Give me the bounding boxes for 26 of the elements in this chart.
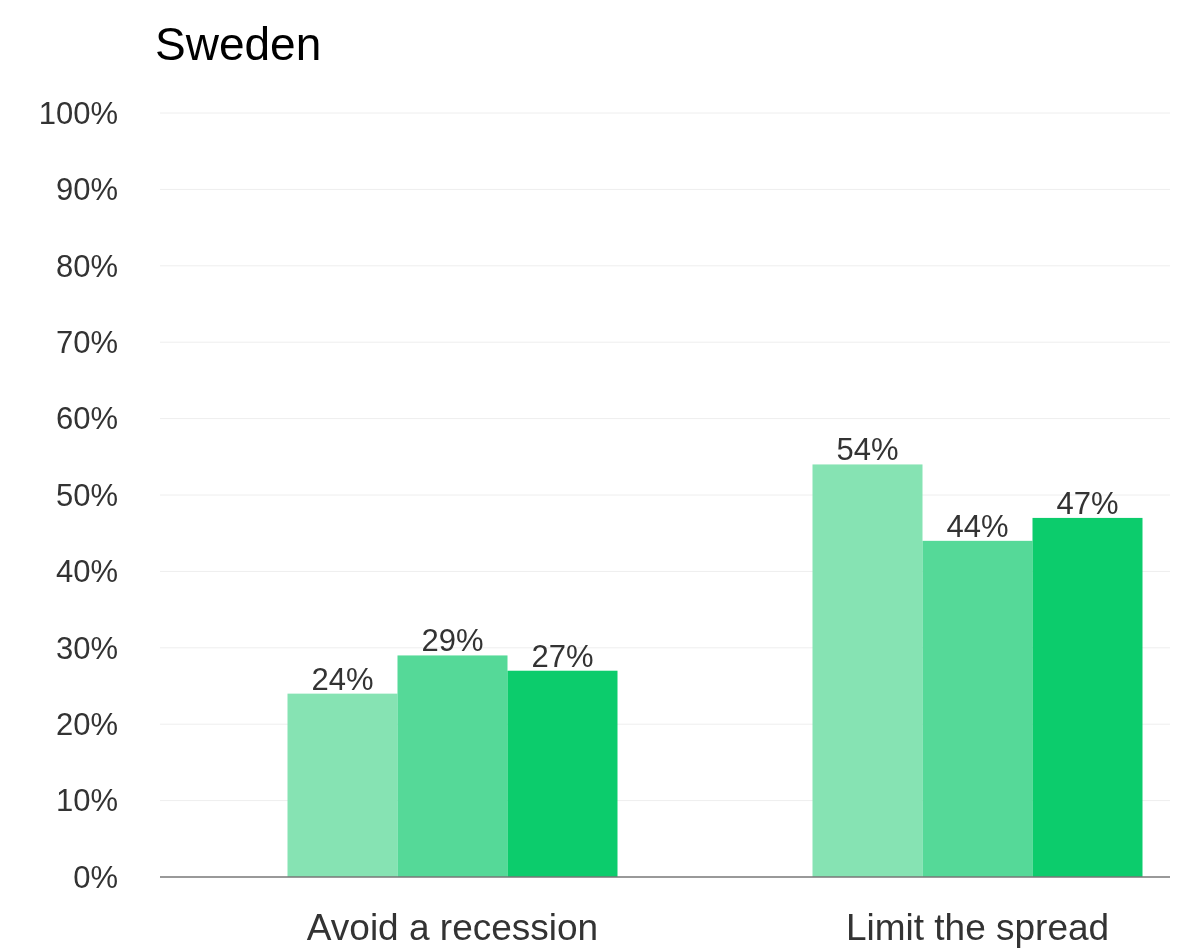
y-tick-label: 20% (55, 707, 118, 743)
x-tick-label: Limit the spread (845, 907, 1110, 948)
text: 29% (421, 623, 484, 659)
text: 24% (311, 661, 374, 697)
text: 54% (836, 432, 899, 468)
bar (397, 655, 508, 877)
bar (507, 670, 618, 877)
y-tick-label: 40% (55, 554, 118, 590)
text: 47% (1056, 485, 1119, 521)
y-tick-label: 100% (38, 95, 118, 131)
x-tick-label: Avoid a recession (306, 907, 599, 948)
y-tick-label: 30% (55, 630, 118, 666)
y-tick-label: 90% (55, 172, 118, 208)
y-tick-label: 80% (55, 248, 118, 284)
y-tick-label: 10% (55, 783, 118, 819)
text: 44% (946, 508, 1009, 544)
text: 27% (531, 638, 594, 674)
chart-title: Sweden (155, 18, 322, 70)
bar (287, 693, 398, 877)
y-tick-label: 70% (55, 325, 118, 361)
y-tick-label: 60% (55, 401, 118, 437)
y-tick-label: 50% (55, 477, 118, 513)
bar (922, 540, 1033, 877)
bar (1032, 517, 1143, 877)
y-tick-label: 0% (73, 859, 118, 895)
bar (812, 464, 923, 877)
